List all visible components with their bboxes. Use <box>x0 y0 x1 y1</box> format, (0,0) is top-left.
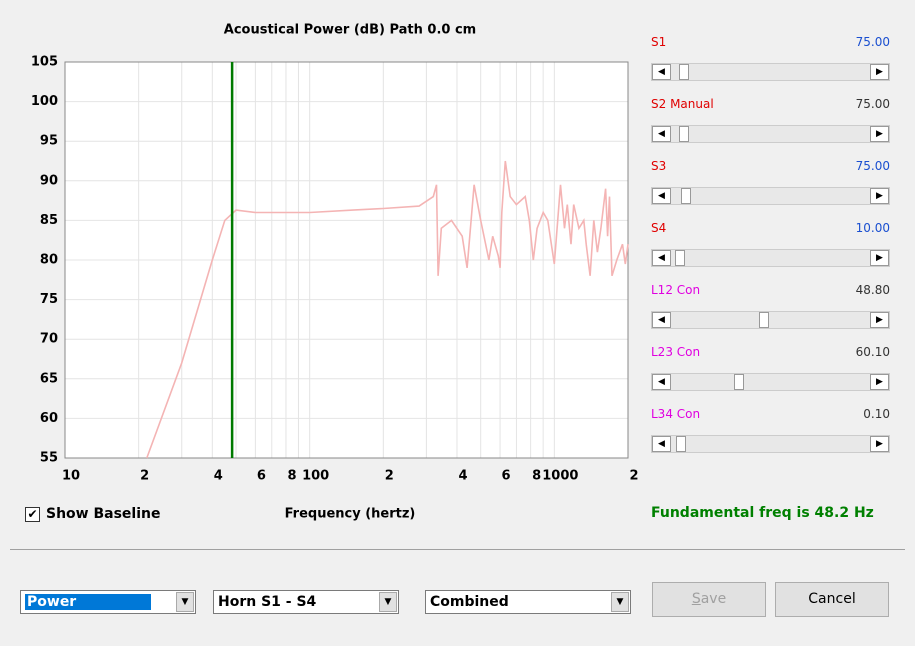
scrollbar[interactable]: ◀ ▶ <box>651 249 890 267</box>
slider-value: 75.00 <box>855 97 890 111</box>
slider-label: S2 Manual <box>651 97 714 111</box>
x-tick-label: 2 <box>140 469 149 484</box>
scroll-right[interactable]: ▶ <box>870 126 889 142</box>
slider-thumb[interactable] <box>675 250 685 266</box>
slider-thumb[interactable] <box>734 374 744 390</box>
scroll-left[interactable]: ◀ <box>652 436 671 452</box>
x-tick-label: 100 <box>302 469 329 484</box>
x-tick-label: 1000 <box>542 469 578 484</box>
y-tick-label: 90 <box>40 173 58 188</box>
x-tick-label: 6 <box>502 469 511 484</box>
y-tick-label: 55 <box>40 451 58 466</box>
y-tick-label: 80 <box>40 253 58 268</box>
dropdown[interactable]: Power ▼ <box>20 590 196 614</box>
slider-value: 75.00 <box>855 35 890 49</box>
slider-label: S1 <box>651 35 667 49</box>
slider-value: 10.00 <box>855 221 890 235</box>
series-line <box>146 160 629 459</box>
dropdown-arrow[interactable]: ▼ <box>611 592 629 612</box>
scroll-right[interactable]: ▶ <box>870 64 889 80</box>
scroll-left[interactable]: ◀ <box>652 250 671 266</box>
y-tick-label: 85 <box>40 213 58 228</box>
cancel-button[interactable]: Cancel <box>775 582 889 617</box>
scrollbar[interactable]: ◀ ▶ <box>651 187 890 205</box>
slider-thumb[interactable] <box>679 126 689 142</box>
save-button: Save <box>652 582 766 617</box>
scroll-right[interactable]: ▶ <box>870 312 889 328</box>
slider-label: L34 Con <box>651 407 701 421</box>
slider-thumb[interactable] <box>676 436 686 452</box>
scrollbar[interactable]: ◀ ▶ <box>651 373 890 391</box>
x-tick-label: 2 <box>629 469 638 484</box>
checkbox[interactable]: ✔ <box>25 507 40 522</box>
scrollbar[interactable]: ◀ ▶ <box>651 63 890 81</box>
x-tick-label: 8 <box>532 469 541 484</box>
separator <box>10 549 905 550</box>
plot-border <box>64 61 629 459</box>
dropdown-arrow[interactable]: ▼ <box>176 592 194 612</box>
slider-label: S3 <box>651 159 667 173</box>
y-tick-label: 60 <box>40 411 58 426</box>
y-tick-label: 70 <box>40 332 58 347</box>
status-text: Fundamental freq is 48.2 Hz <box>651 505 874 521</box>
x-tick-label: 2 <box>385 469 394 484</box>
dropdown[interactable]: Horn S1 - S4 ▼ <box>213 590 399 614</box>
scroll-right[interactable]: ▶ <box>870 250 889 266</box>
scroll-left[interactable]: ◀ <box>652 188 671 204</box>
x-axis-label: Frequency (hertz) <box>285 507 416 522</box>
x-tick-label: 4 <box>458 469 467 484</box>
slider-value: 75.00 <box>855 159 890 173</box>
y-tick-label: 75 <box>40 292 58 307</box>
x-tick-label: 6 <box>257 469 266 484</box>
y-tick-label: 95 <box>40 134 58 149</box>
slider-label: L23 Con <box>651 345 701 359</box>
dropdown-arrow[interactable]: ▼ <box>379 592 397 612</box>
slider-value: 48.80 <box>855 283 890 297</box>
dropdown[interactable]: Combined ▼ <box>425 590 631 614</box>
scroll-right[interactable]: ▶ <box>870 188 889 204</box>
slider-label: S4 <box>651 221 667 235</box>
slider-label: L12 Con <box>651 283 701 297</box>
scroll-left[interactable]: ◀ <box>652 374 671 390</box>
y-tick-label: 105 <box>31 55 58 70</box>
scrollbar[interactable]: ◀ ▶ <box>651 435 890 453</box>
slider-thumb[interactable] <box>679 64 689 80</box>
y-tick-label: 100 <box>31 94 58 109</box>
dropdown-value: Combined <box>430 594 509 610</box>
chart-title: Acoustical Power (dB) Path 0.0 cm <box>224 23 476 38</box>
x-tick-label: 8 <box>287 469 296 484</box>
slider-thumb[interactable] <box>759 312 769 328</box>
x-tick-label: 10 <box>62 469 80 484</box>
scrollbar[interactable]: ◀ ▶ <box>651 311 890 329</box>
scrollbar[interactable]: ◀ ▶ <box>651 125 890 143</box>
dropdown-value: Power <box>25 594 152 610</box>
slider-thumb[interactable] <box>681 188 691 204</box>
scroll-left[interactable]: ◀ <box>652 312 671 328</box>
y-tick-label: 65 <box>40 371 58 386</box>
x-tick-label: 4 <box>214 469 223 484</box>
scroll-left[interactable]: ◀ <box>652 126 671 142</box>
dropdown-value: Horn S1 - S4 <box>218 594 317 610</box>
chart: Acoustical Power (dB) Path 0.0 cm Freque… <box>31 23 639 522</box>
checkbox-label[interactable]: Show Baseline <box>46 506 161 522</box>
scroll-right[interactable]: ▶ <box>870 436 889 452</box>
slider-value: 60.10 <box>855 345 890 359</box>
slider-value: 0.10 <box>863 407 890 421</box>
scroll-right[interactable]: ▶ <box>870 374 889 390</box>
scroll-left[interactable]: ◀ <box>652 64 671 80</box>
